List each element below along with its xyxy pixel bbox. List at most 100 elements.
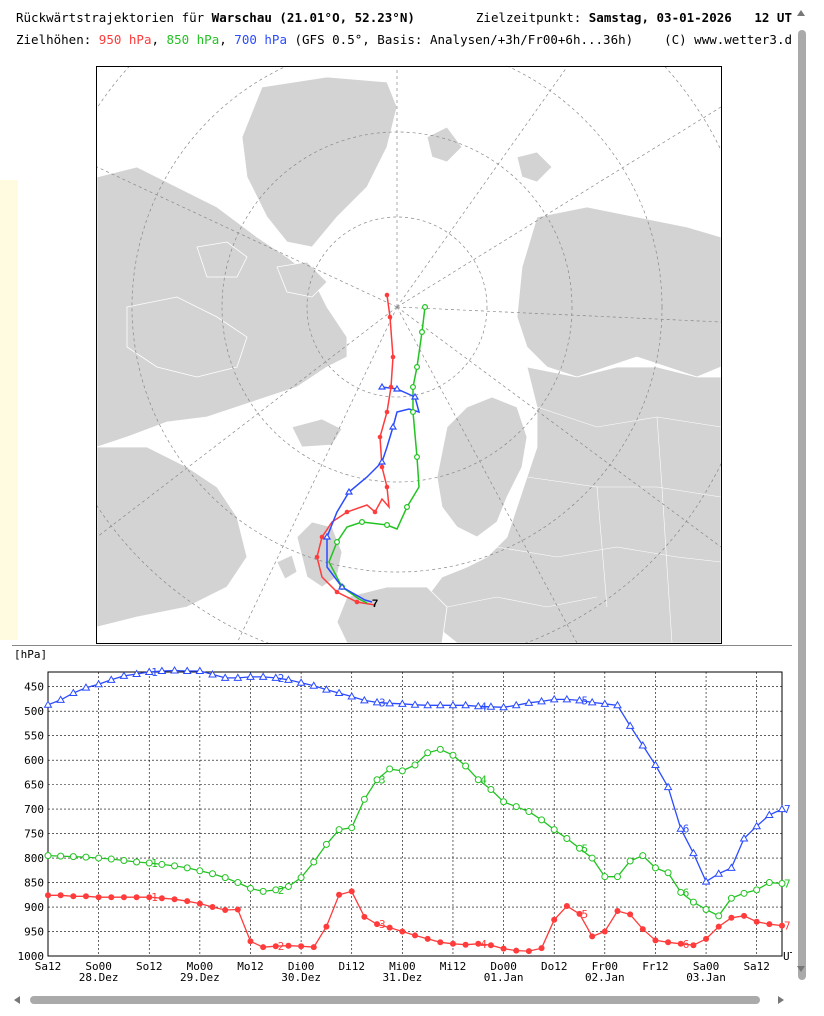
data-point xyxy=(728,914,735,921)
data-point xyxy=(374,921,381,928)
data-point xyxy=(689,898,697,906)
data-point xyxy=(766,921,773,928)
data-point xyxy=(220,673,230,681)
x-tick-label: Do00 xyxy=(490,960,517,973)
target-time-utc: 12 UT xyxy=(754,10,792,25)
data-point xyxy=(184,898,191,905)
data-point xyxy=(107,855,115,863)
data-point xyxy=(575,695,584,704)
data-point xyxy=(94,679,103,688)
data-point xyxy=(297,874,305,882)
data-point xyxy=(689,848,698,857)
horizontal-scrollbar[interactable] xyxy=(0,986,792,1016)
data-point xyxy=(524,698,534,706)
data-point xyxy=(437,939,444,946)
data-point xyxy=(259,887,267,895)
copyright: (C) www.wetter3.d xyxy=(664,32,792,47)
map-end-label: 7 xyxy=(372,598,378,610)
data-point xyxy=(222,906,229,913)
sep: , xyxy=(151,32,167,47)
data-point xyxy=(613,873,621,881)
data-point xyxy=(435,700,445,709)
x-tick-label: So00 xyxy=(85,960,112,973)
data-point xyxy=(652,937,659,944)
data-point xyxy=(106,675,116,683)
data-point xyxy=(45,892,51,899)
data-point xyxy=(309,681,319,689)
data-point xyxy=(600,699,610,707)
data-point xyxy=(741,912,748,919)
data-point xyxy=(638,740,648,749)
data-point xyxy=(601,873,609,881)
trajectory-markers xyxy=(314,292,429,605)
data-point xyxy=(348,888,355,895)
y-tick-label: 450 xyxy=(24,681,44,694)
data-point xyxy=(727,863,736,871)
data-point xyxy=(563,834,571,842)
scroll-up-icon[interactable] xyxy=(797,10,805,16)
scroll-down-icon[interactable] xyxy=(797,966,805,972)
data-point xyxy=(272,943,279,950)
data-point xyxy=(690,942,697,949)
y-tick-label: 500 xyxy=(24,705,44,718)
x-date-label: 28.Dez xyxy=(79,971,119,984)
data-point xyxy=(627,911,634,918)
x-tick-label: Mo12 xyxy=(237,960,264,973)
data-point xyxy=(398,767,406,775)
separator xyxy=(12,645,792,646)
land-masses xyxy=(97,76,721,643)
data-point xyxy=(765,879,773,887)
y-tick-label: 900 xyxy=(24,901,44,914)
data-point xyxy=(373,776,381,784)
data-point xyxy=(397,699,407,707)
data-point xyxy=(44,852,52,860)
x-date-label: 02.Jan xyxy=(585,971,625,984)
data-point xyxy=(651,760,660,769)
data-point xyxy=(449,751,457,759)
y-tick-label: 1000 xyxy=(18,950,45,963)
title-city: Warschau (21.01°O, 52.23°N) xyxy=(211,10,415,25)
x-date-label: 03.Jan xyxy=(686,971,726,984)
data-point xyxy=(562,694,572,703)
data-point xyxy=(310,858,318,866)
series-label: 2 xyxy=(278,884,285,897)
data-point xyxy=(563,903,570,910)
data-point xyxy=(322,685,331,693)
data-point xyxy=(462,762,470,770)
vertical-scroll-thumb[interactable] xyxy=(798,30,806,980)
data-point xyxy=(474,776,482,784)
target-time: Zielzeitpunkt: Samstag, 03-01-2026 12 UT xyxy=(476,10,792,25)
series-label: 5 xyxy=(582,908,589,921)
markers-700 xyxy=(322,382,420,590)
data-point xyxy=(551,916,558,923)
data-point xyxy=(360,695,369,704)
vertical-scrollbar[interactable] xyxy=(792,0,824,1016)
data-point xyxy=(120,894,127,901)
title-prefix: Rückwärtstrajektorien für xyxy=(16,10,212,25)
scroll-right-icon[interactable] xyxy=(778,996,784,1004)
data-point xyxy=(473,701,483,710)
data-point xyxy=(258,672,268,680)
data-point xyxy=(208,669,217,678)
left-highlight-strip xyxy=(0,180,18,640)
data-point xyxy=(587,697,597,706)
data-point xyxy=(550,826,558,834)
data-point xyxy=(715,912,723,920)
data-point xyxy=(145,859,153,867)
data-point xyxy=(499,702,508,711)
data-point xyxy=(323,923,330,930)
y-tick-label: 650 xyxy=(24,779,44,792)
level-950: 950 hPa xyxy=(98,32,152,47)
horizontal-scroll-thumb[interactable] xyxy=(30,996,760,1004)
scroll-left-icon[interactable] xyxy=(14,996,20,1004)
data-point xyxy=(57,892,64,899)
data-point xyxy=(335,826,343,834)
data-point xyxy=(385,698,395,707)
data-point xyxy=(336,891,343,898)
data-point xyxy=(195,666,205,675)
data-point xyxy=(171,896,178,903)
data-point xyxy=(525,948,532,955)
x-date-label: 30.Dez xyxy=(281,971,321,984)
data-point xyxy=(588,854,596,862)
data-point xyxy=(196,900,203,907)
